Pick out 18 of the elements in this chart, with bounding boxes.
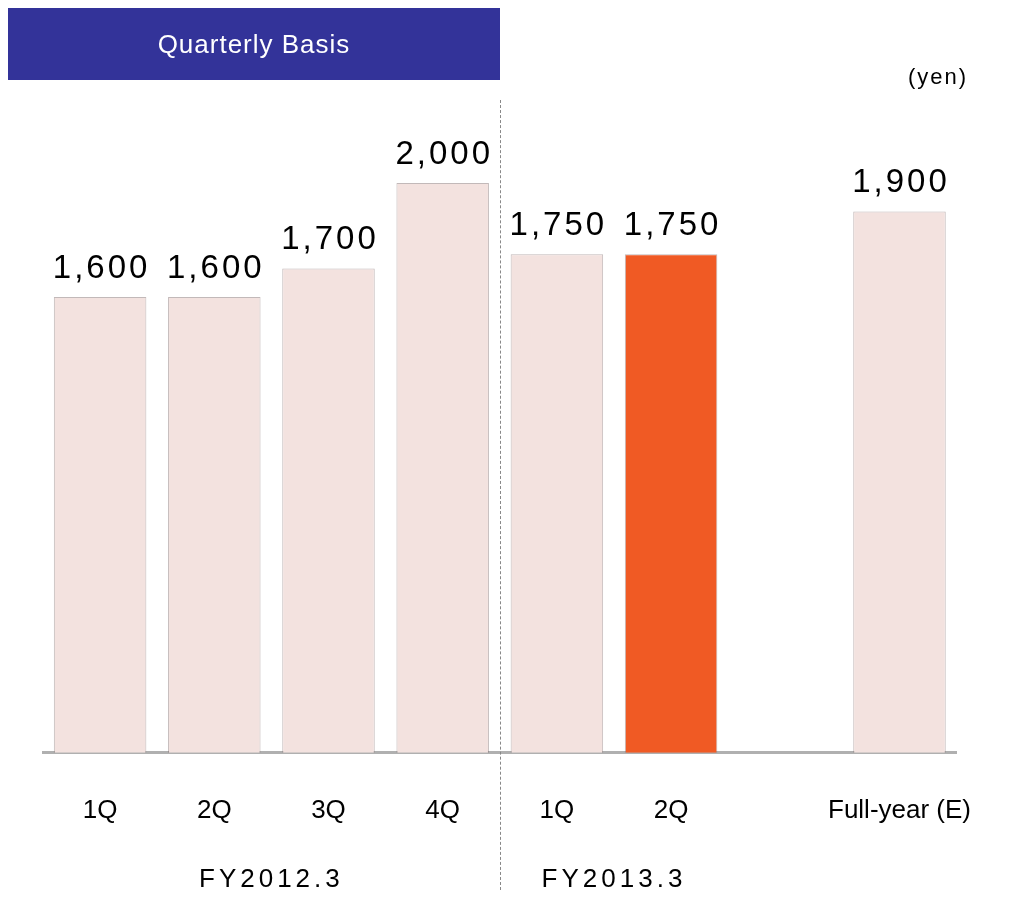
data-label: 1,750 <box>509 204 608 242</box>
x-tick-label: 2Q <box>196 793 232 824</box>
data-label: 1,600 <box>167 247 265 285</box>
x-tick-label: 1Q <box>82 793 118 824</box>
chart-title: Quarterly Basis <box>157 28 351 60</box>
y-axis-title: (yen) <box>908 64 969 89</box>
data-label: 2,000 <box>395 133 493 171</box>
text: FY2012.3 <box>199 863 344 893</box>
text: FY2013.3 <box>541 863 687 893</box>
x-tick-label: 2Q <box>653 793 689 824</box>
x-tick-label: 1Q <box>539 793 575 824</box>
data-label: 1,600 <box>52 247 151 285</box>
data-label: 1,750 <box>623 204 722 242</box>
x-tick-label: Full-year (E) <box>827 793 971 824</box>
data-label: 1,700 <box>281 219 379 257</box>
x-tick-label: 4Q <box>425 793 461 824</box>
x-tick-label: 3Q <box>311 793 346 824</box>
data-label: 1,900 <box>852 162 950 200</box>
